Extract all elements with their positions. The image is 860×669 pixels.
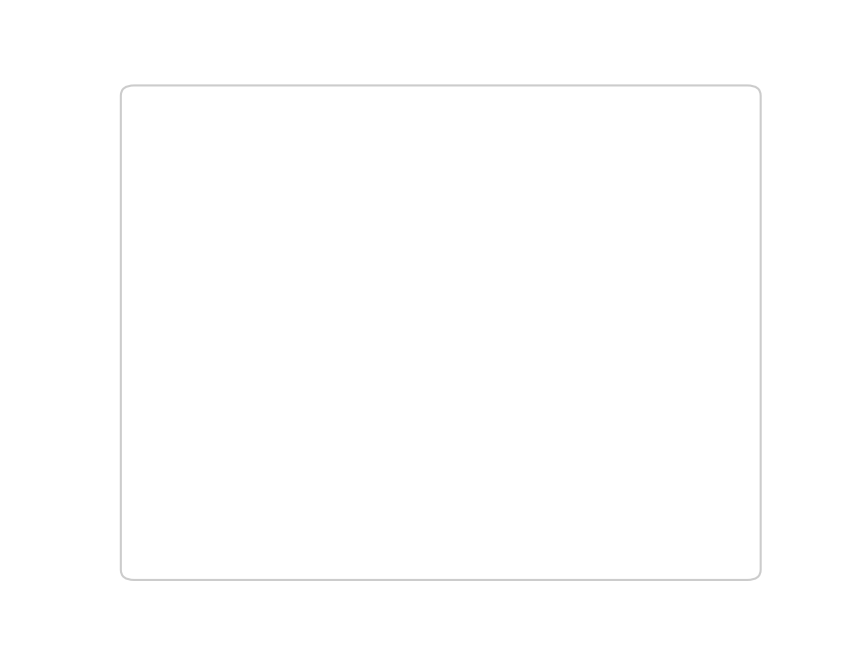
FancyBboxPatch shape [314, 466, 521, 504]
FancyBboxPatch shape [331, 129, 497, 165]
Text: Unit Test Plan: Unit Test Plan [359, 375, 469, 389]
FancyBboxPatch shape [331, 289, 497, 325]
Text: High Level Design: High Level Design [170, 339, 305, 352]
FancyBboxPatch shape [138, 252, 337, 290]
FancyBboxPatch shape [331, 211, 497, 248]
FancyBboxPatch shape [138, 177, 337, 215]
Text: UAT Plan: UAT Plan [379, 140, 449, 155]
Text: Source  Code: Source Code [361, 477, 474, 492]
Text: Requirements Analysis: Requirements Analysis [151, 190, 323, 203]
Text: Integration Testing: Integration Testing [523, 339, 666, 352]
FancyBboxPatch shape [187, 401, 387, 440]
Text: UA Testing: UA Testing [555, 190, 634, 203]
Text: Detailed Level Design: Detailed Level Design [206, 413, 369, 427]
Text: Functional Specifications: Functional Specifications [144, 264, 332, 278]
FancyBboxPatch shape [494, 252, 694, 290]
Text: System Test Plan: System Test Plan [347, 223, 481, 237]
Text: Integration Test Plan: Integration Test Plan [332, 300, 496, 314]
Text: Unit Testing: Unit Testing [502, 413, 593, 427]
FancyBboxPatch shape [494, 177, 694, 215]
Text: System Testing: System Testing [538, 264, 651, 278]
FancyBboxPatch shape [331, 364, 497, 399]
FancyBboxPatch shape [447, 401, 648, 440]
FancyBboxPatch shape [494, 326, 694, 365]
FancyBboxPatch shape [138, 326, 337, 365]
